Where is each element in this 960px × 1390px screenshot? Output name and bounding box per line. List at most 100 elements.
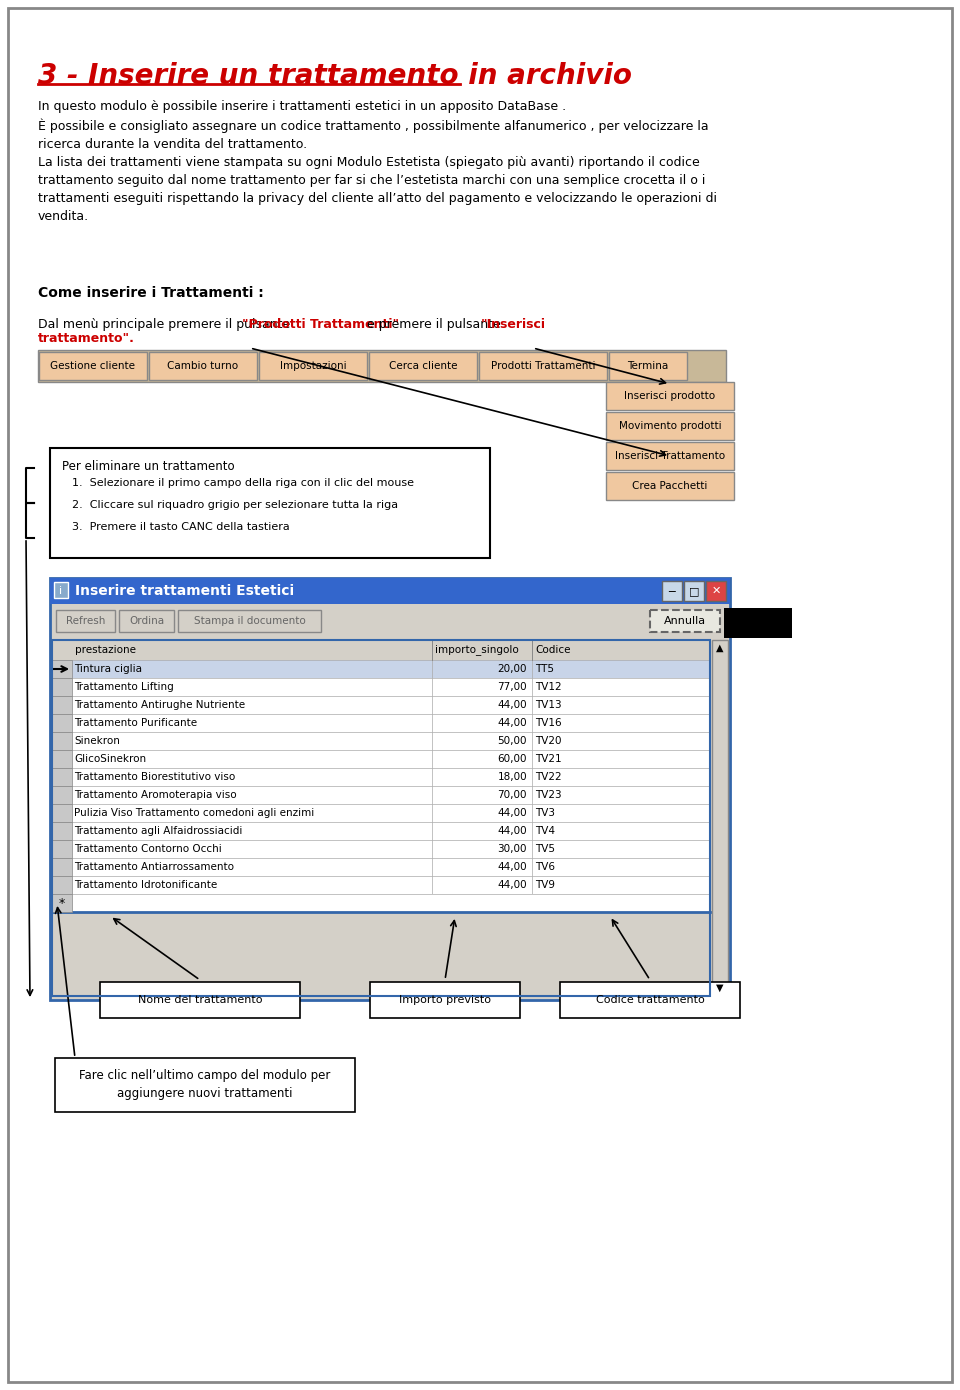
Text: 44,00: 44,00	[497, 719, 527, 728]
Bar	[650, 610, 720, 632]
Text: 44,00: 44,00	[497, 808, 527, 817]
Bar	[369, 352, 477, 379]
Bar	[479, 352, 607, 379]
Bar	[712, 639, 728, 997]
Text: "Inserisci: "Inserisci	[480, 318, 545, 331]
Text: Trattamento Biorestitutivo viso: Trattamento Biorestitutivo viso	[74, 771, 235, 783]
Bar	[178, 610, 321, 632]
Bar	[52, 876, 710, 894]
Bar	[560, 981, 740, 1017]
Bar	[52, 678, 72, 696]
Text: Cerca cliente: Cerca cliente	[389, 361, 457, 371]
Bar	[52, 639, 710, 997]
Text: Pulizia Viso Trattamento comedoni agli enzimi: Pulizia Viso Trattamento comedoni agli e…	[74, 808, 314, 817]
Bar	[52, 785, 72, 803]
Text: Refresh: Refresh	[66, 616, 106, 626]
Text: 18,00: 18,00	[497, 771, 527, 783]
Bar	[52, 840, 72, 858]
Bar	[39, 352, 147, 379]
Text: Importo previsto: Importo previsto	[399, 995, 491, 1005]
Text: TV6: TV6	[535, 862, 555, 872]
Text: Trattamento Antirughe Nutriente: Trattamento Antirughe Nutriente	[74, 701, 245, 710]
Bar	[684, 581, 704, 600]
Text: trattamento".: trattamento".	[38, 332, 134, 345]
Text: TV9: TV9	[535, 880, 555, 890]
Text: 50,00: 50,00	[497, 735, 527, 746]
Text: In questo modulo è possibile inserire i trattamenti estetici in un apposito Data: In questo modulo è possibile inserire i …	[38, 100, 717, 224]
Text: TV3: TV3	[535, 808, 555, 817]
Text: Fare clic nell’ultimo campo del modulo per
aggiungere nuovi trattamenti: Fare clic nell’ultimo campo del modulo p…	[80, 1069, 330, 1101]
Text: 44,00: 44,00	[497, 826, 527, 835]
Text: Stampa il documento: Stampa il documento	[194, 616, 305, 626]
Text: Sinekron: Sinekron	[74, 735, 120, 746]
Bar	[52, 821, 710, 840]
Bar	[606, 473, 734, 500]
Bar	[52, 606, 728, 638]
Bar	[259, 352, 367, 379]
Text: TV12: TV12	[535, 682, 562, 692]
Bar	[52, 803, 710, 821]
Text: Cambio turno: Cambio turno	[167, 361, 239, 371]
Bar	[55, 1058, 355, 1112]
Bar	[52, 894, 72, 912]
Text: Codice: Codice	[535, 645, 570, 655]
Text: ▼: ▼	[716, 983, 724, 992]
Bar	[52, 660, 72, 678]
Text: e premere il pulsante: e premere il pulsante	[363, 318, 505, 331]
Text: Trattamento Antiarrossamento: Trattamento Antiarrossamento	[74, 862, 234, 872]
Bar	[606, 411, 734, 441]
Bar	[52, 840, 710, 858]
Text: 30,00: 30,00	[497, 844, 527, 853]
Bar	[706, 581, 726, 600]
Text: ✕: ✕	[711, 587, 721, 596]
Text: Inserire trattamenti Estetici: Inserire trattamenti Estetici	[75, 584, 294, 598]
Bar	[52, 696, 710, 714]
Bar	[724, 624, 792, 638]
Text: □: □	[688, 587, 699, 596]
Text: TT5: TT5	[535, 664, 554, 674]
Bar	[52, 733, 72, 751]
Bar	[662, 581, 682, 600]
Text: Impostazioni: Impostazioni	[279, 361, 347, 371]
Text: Trattamento Lifting: Trattamento Lifting	[74, 682, 174, 692]
Bar	[52, 696, 72, 714]
Bar	[52, 639, 710, 660]
Text: Inserisci Trattamento: Inserisci Trattamento	[615, 450, 725, 461]
Bar	[606, 442, 734, 470]
Text: Trattamento Purificante: Trattamento Purificante	[74, 719, 197, 728]
Text: Termina: Termina	[628, 361, 668, 371]
Bar	[52, 858, 710, 876]
Text: Inserisci prodotto: Inserisci prodotto	[624, 391, 715, 400]
Bar	[52, 714, 710, 733]
Bar	[52, 769, 710, 785]
Bar	[609, 352, 687, 379]
Bar	[52, 785, 710, 803]
Text: ─: ─	[668, 587, 676, 596]
Bar	[52, 803, 72, 821]
Text: Dal menù principale premere il pulsante: Dal menù principale premere il pulsante	[38, 318, 295, 331]
Text: TV23: TV23	[535, 790, 562, 801]
Text: Codice trattamento: Codice trattamento	[595, 995, 705, 1005]
Bar	[52, 894, 710, 912]
Text: 44,00: 44,00	[497, 880, 527, 890]
Text: 44,00: 44,00	[497, 701, 527, 710]
Text: Tintura ciglia: Tintura ciglia	[74, 664, 142, 674]
Bar	[370, 981, 520, 1017]
Bar	[606, 382, 734, 410]
Text: Gestione cliente: Gestione cliente	[51, 361, 135, 371]
Text: Nome del trattamento: Nome del trattamento	[137, 995, 262, 1005]
Text: 1.  Selezionare il primo campo della riga con il clic del mouse: 1. Selezionare il primo campo della riga…	[72, 478, 414, 488]
Text: 77,00: 77,00	[497, 682, 527, 692]
Text: i: i	[60, 587, 62, 596]
Text: prestazione: prestazione	[75, 645, 136, 655]
Bar	[52, 876, 72, 894]
Text: Trattamento Contorno Occhi: Trattamento Contorno Occhi	[74, 844, 222, 853]
Bar	[56, 610, 115, 632]
Bar	[54, 582, 68, 598]
Bar	[724, 607, 792, 637]
Text: 3.  Premere il tasto CANC della tastiera: 3. Premere il tasto CANC della tastiera	[72, 523, 290, 532]
Text: 3 - Inserire un trattamento in archivio: 3 - Inserire un trattamento in archivio	[38, 63, 632, 90]
Text: 20,00: 20,00	[497, 664, 527, 674]
Text: TV22: TV22	[535, 771, 562, 783]
Text: Ordina: Ordina	[129, 616, 164, 626]
